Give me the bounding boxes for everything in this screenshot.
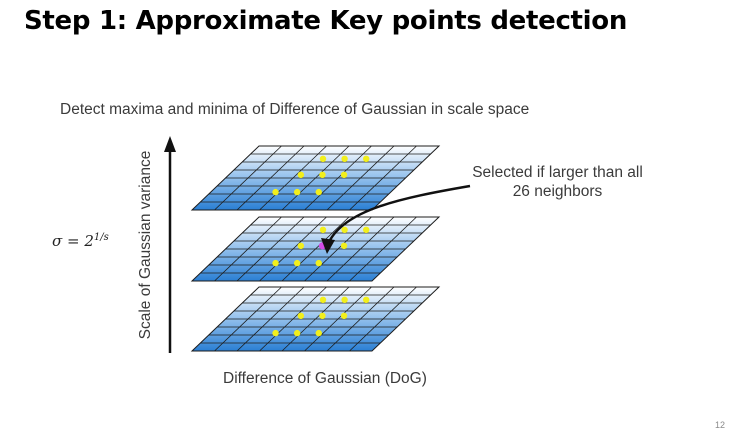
grid-line — [349, 216, 417, 282]
neighbor-keypoint — [315, 329, 322, 337]
selection-arrow — [327, 184, 471, 243]
neighbor-keypoint — [340, 171, 348, 178]
dog-plane-middle — [190, 216, 441, 282]
neighbor-keypoint — [297, 242, 305, 249]
grid-line — [304, 145, 372, 211]
neighbor-keypoint — [293, 329, 301, 337]
dog-plane-top — [190, 145, 441, 211]
neighbor-keypoint — [319, 226, 327, 233]
neighbor-keypoint — [340, 312, 348, 319]
page-number: 12 — [714, 420, 725, 430]
neighbor-keypoint — [272, 259, 279, 267]
neighbor-keypoint — [315, 259, 322, 267]
neighbor-keypoint — [319, 312, 326, 319]
scale-axis-arrowhead — [164, 136, 176, 152]
neighbor-keypoint — [341, 296, 348, 303]
neighbor-keypoint — [363, 155, 370, 162]
neighbor-keypoint — [363, 226, 370, 233]
grid-line — [304, 216, 372, 282]
neighbor-keypoint — [272, 329, 279, 337]
slide-title: Step 1: Approximate Key points detection — [24, 6, 628, 36]
neighbor-keypoint — [363, 296, 370, 303]
sigma-formula: σ = 21/s — [52, 232, 109, 250]
grid-line — [326, 286, 395, 352]
neighbor-keypoint — [293, 188, 301, 196]
neighbor-keypoint — [297, 312, 305, 319]
neighbor-keypoint — [297, 171, 305, 178]
grid-line — [326, 216, 395, 282]
neighbor-keypoint — [319, 171, 326, 178]
grid-line — [304, 286, 372, 352]
neighbor-keypoint — [319, 296, 327, 303]
neighbor-keypoint — [341, 226, 348, 233]
dog-label: Difference of Gaussian (DoG) — [223, 370, 427, 387]
grid-line — [349, 286, 417, 352]
neighbor-keypoint — [315, 188, 322, 196]
figure-caption: Detect maxima and minima of Difference o… — [60, 101, 530, 118]
selection-annotation: Selected if larger than all 26 neighbors — [472, 164, 643, 200]
dog-plane-bottom — [190, 286, 441, 352]
sigma-exponent: 1/s — [93, 232, 109, 243]
neighbor-keypoint — [341, 155, 348, 162]
neighbor-keypoint — [272, 188, 279, 196]
neighbor-keypoint — [319, 155, 327, 162]
grid-line — [349, 145, 417, 211]
sigma-lhs: σ = 2 — [52, 232, 94, 250]
neighbor-keypoint — [293, 259, 301, 267]
grid-line — [326, 145, 395, 211]
neighbor-keypoint — [340, 242, 348, 249]
selection-arrow-head — [321, 238, 335, 254]
